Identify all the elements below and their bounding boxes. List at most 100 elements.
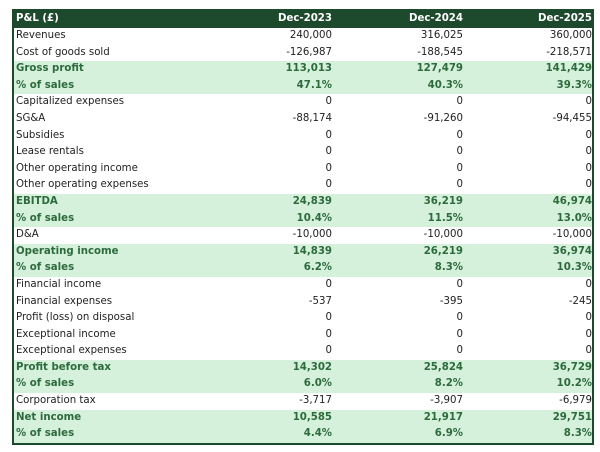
- row-value: 360,000: [549, 30, 592, 41]
- row-value: -88,174: [292, 112, 332, 124]
- table-row: Financial expenses -537 -395 -245: [14, 294, 592, 311]
- table-row: Cost of goods sold -126,987 -188,545 -218,5…: [14, 45, 592, 62]
- row-value: 36,219: [423, 195, 463, 207]
- row-label: Capitalized expenses: [16, 96, 125, 108]
- row-label: Revenues: [16, 30, 66, 41]
- row-value: 0: [325, 162, 332, 174]
- row-value: -395: [439, 295, 463, 307]
- row-label: Other operating expenses: [16, 179, 149, 191]
- header-col-dec-2023: Dec-2023: [278, 13, 332, 24]
- header-col-dec-2025: Dec-2025: [538, 13, 592, 24]
- row-value: -3,717: [299, 395, 332, 407]
- table-row: Gross profit 113,013 127,479 141,429: [14, 61, 592, 78]
- row-value: 0: [456, 278, 463, 290]
- row-value: 0: [325, 96, 332, 108]
- pnl-table: P&L (£) Dec-2023 Dec-2024 Dec-2025 Reven…: [12, 9, 594, 445]
- row-label: D&A: [16, 229, 39, 241]
- row-value: 46,974: [552, 195, 592, 207]
- row-value: 0: [456, 162, 463, 174]
- table-row: % of sales 10.4% 11.5% 13.0%: [14, 210, 592, 228]
- row-value: 14,839: [292, 245, 332, 257]
- row-label: % of sales: [16, 212, 75, 224]
- row-value: 25,824: [423, 361, 463, 373]
- row-value: 0: [456, 179, 463, 191]
- row-value: 6.2%: [303, 262, 332, 274]
- row-label: Other operating income: [16, 162, 138, 174]
- row-value: -126,987: [286, 46, 332, 58]
- table-row: Corporation tax -3,717 -3,907 -6,979: [14, 393, 592, 410]
- row-value: 127,479: [416, 63, 463, 75]
- row-label: Profit before tax: [16, 361, 111, 373]
- table-row: Other operating income 0 0 0: [14, 161, 592, 178]
- row-value: 0: [585, 129, 592, 141]
- table-row: Profit before tax 14,302 25,824 36,729: [14, 359, 592, 377]
- row-value: 0: [456, 345, 463, 357]
- row-value: 0: [585, 146, 592, 158]
- row-value: 0: [325, 129, 332, 141]
- row-label: Gross profit: [16, 63, 84, 75]
- row-label: Cost of goods sold: [16, 46, 110, 58]
- table-row: EBITDA 24,839 36,219 46,974: [14, 193, 592, 211]
- row-value: 26,219: [423, 245, 463, 257]
- table-header: P&L (£) Dec-2023 Dec-2024 Dec-2025: [14, 9, 592, 28]
- row-label: Lease rentals: [16, 146, 84, 158]
- row-value: 0: [325, 278, 332, 290]
- table-row: Lease rentals 0 0 0: [14, 144, 592, 161]
- table-row: SG&A -88,174 -91,260 -94,455: [14, 111, 592, 128]
- row-value: -188,545: [417, 46, 463, 58]
- row-value: 47.1%: [296, 79, 332, 91]
- row-label: EBITDA: [16, 195, 58, 207]
- table-row: % of sales 6.2% 8.3% 10.3%: [14, 260, 592, 277]
- row-label: % of sales: [16, 428, 75, 440]
- row-label: Financial expenses: [16, 295, 113, 307]
- row-value: 24,839: [292, 195, 332, 207]
- row-value: 6.9%: [434, 428, 463, 440]
- row-value: 0: [325, 345, 332, 357]
- row-value: 240,000: [289, 30, 332, 41]
- row-value: 0: [585, 312, 592, 324]
- row-label: Exceptional expenses: [16, 345, 127, 357]
- table-row: D&A -10,000 -10,000 -10,000: [14, 227, 592, 244]
- row-value: 0: [585, 328, 592, 340]
- row-value: 29,751: [552, 411, 592, 423]
- table-row: Financial income 0 0 0: [14, 277, 592, 294]
- row-value: 0: [456, 129, 463, 141]
- table-row: % of sales 47.1% 40.3% 39.3%: [14, 77, 592, 95]
- row-value: -3,907: [430, 395, 463, 407]
- row-value: -10,000: [292, 229, 332, 241]
- row-label: Exceptional income: [16, 328, 116, 340]
- header-col-dec-2024: Dec-2024: [409, 13, 463, 24]
- row-label: Subsidies: [16, 129, 65, 141]
- row-label: Profit (loss) on disposal: [16, 312, 135, 324]
- row-label: Corporation tax: [16, 395, 96, 407]
- row-value: 0: [456, 328, 463, 340]
- row-value: 10.2%: [556, 378, 592, 390]
- row-value: 10.3%: [556, 262, 592, 274]
- row-label: % of sales: [16, 79, 75, 91]
- table-row: Subsidies 0 0 0: [14, 128, 592, 145]
- table-row: % of sales 6.0% 8.2% 10.2%: [14, 376, 592, 394]
- row-value: 4.4%: [303, 428, 332, 440]
- row-label: % of sales: [16, 262, 75, 274]
- row-value: 0: [585, 179, 592, 191]
- row-value: 10.4%: [296, 212, 332, 224]
- row-value: -10,000: [423, 229, 463, 241]
- table-row: Capitalized expenses 0 0 0: [14, 94, 592, 111]
- row-value: 21,917: [423, 411, 463, 423]
- row-value: -537: [308, 295, 332, 307]
- row-value: 8.3%: [434, 262, 463, 274]
- row-value: 0: [585, 96, 592, 108]
- row-value: 0: [585, 345, 592, 357]
- row-value: 141,429: [545, 63, 592, 75]
- row-value: 0: [325, 146, 332, 158]
- row-value: 11.5%: [427, 212, 463, 224]
- table-row: Revenues 240,000 316,025 360,000: [14, 28, 592, 45]
- header-label: P&L (£): [16, 13, 59, 24]
- row-label: Financial income: [16, 278, 102, 290]
- table-row: Other operating expenses 0 0 0: [14, 177, 592, 194]
- row-value: 13.0%: [556, 212, 592, 224]
- row-value: 14,302: [292, 361, 332, 373]
- row-value: 6.0%: [303, 378, 332, 390]
- row-label: SG&A: [16, 112, 46, 124]
- row-value: -91,260: [423, 112, 463, 124]
